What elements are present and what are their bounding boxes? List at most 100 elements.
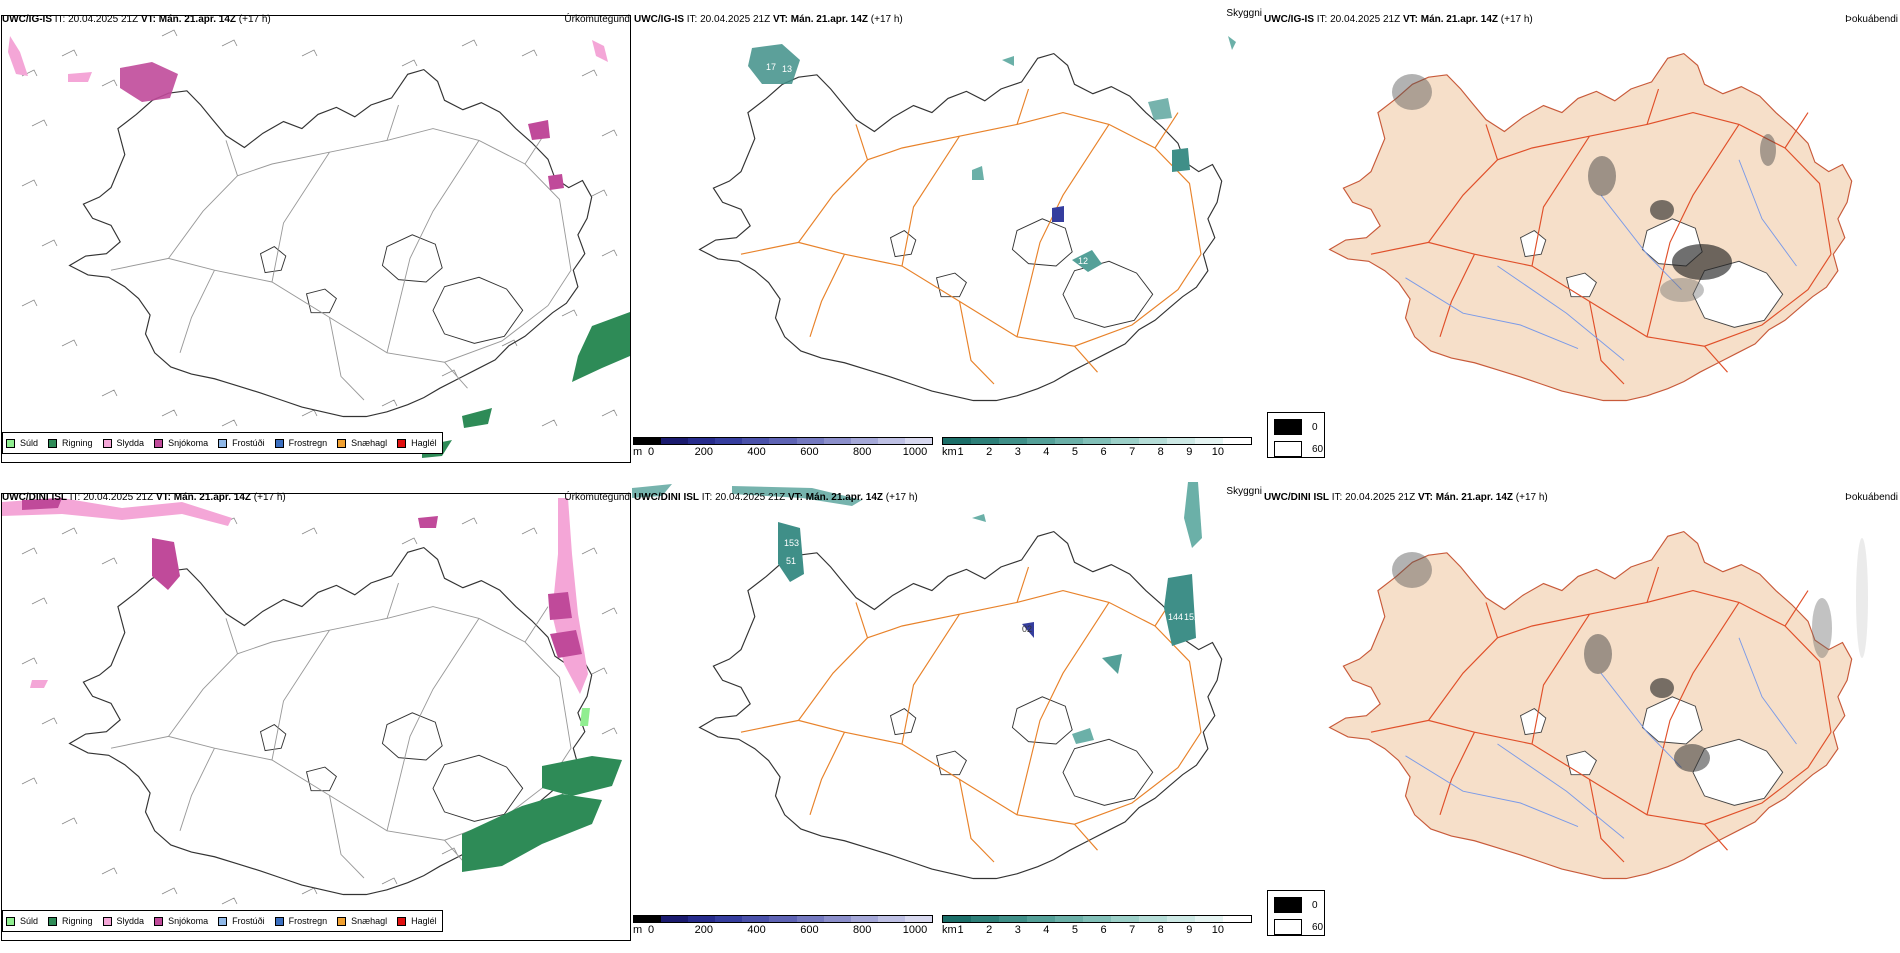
colorbar-swatch [971, 438, 999, 444]
fog-panel: UWC/IG-IS IT: 20.04.2025 21Z VT: Mán. 21… [1262, 0, 1900, 465]
cover-legend: 0 60 [1267, 412, 1325, 458]
map-frame [1, 493, 631, 941]
row-dini-isl: UWC/DINI ISL IT: 20.04.2025 21Z VT: Mán.… [0, 478, 1900, 953]
fog-map [1329, 53, 1853, 402]
vis-numbers: 153 51 144 151 02 [784, 538, 1199, 634]
svg-text:17: 17 [766, 62, 776, 72]
colorbar-tick: 1 [957, 446, 964, 458]
colorbar-swatch [904, 438, 933, 444]
low-visibility-areas [748, 36, 1236, 272]
colorbar-swatch [769, 916, 797, 922]
colorbar-swatch [1083, 916, 1111, 922]
colorbar-unit: m [633, 924, 643, 936]
panel-header: UWC/IG-IS IT: 20.04.2025 21Z VT: Mán. 21… [1264, 14, 1533, 25]
precip-legend: Súld Rigning Slydda Snjókoma Frostúði Fr… [2, 432, 443, 454]
legend-item-snjokoma: Snjókoma [154, 916, 208, 926]
svg-text:144: 144 [1168, 612, 1183, 622]
colorbar-swatch [877, 438, 905, 444]
fog-map [1329, 531, 1868, 880]
legend-item-haglel: Haglél [397, 916, 437, 926]
colorbar-swatch [823, 438, 851, 444]
colorbar-tick: 6 [1100, 924, 1107, 936]
colorbar-swatch [634, 916, 662, 922]
colorbar-swatch [1111, 916, 1139, 922]
colorbar-swatch [1167, 438, 1195, 444]
colorbar-tick: 4 [1043, 924, 1050, 936]
colorbar-tick: 600 [800, 446, 819, 458]
colorbar-tick: 2 [986, 924, 993, 936]
colorbar-tick: 2 [986, 446, 993, 458]
svg-text:12: 12 [1078, 256, 1088, 266]
colorbar-tick: 9 [1186, 446, 1193, 458]
panel-header: UWC/DINI ISL IT: 20.04.2025 21Z VT: Mán.… [2, 492, 286, 503]
panel-title: Úrkomutegund [564, 492, 630, 503]
colorbar-tick: 200 [694, 446, 713, 458]
colorbar-swatch [904, 916, 933, 922]
colorbar-tick: 1 [957, 924, 964, 936]
colorbar-tick: 4 [1043, 446, 1050, 458]
panel-title: Þokuábendi [1845, 14, 1898, 25]
precip-type-map [2, 498, 622, 905]
colorbar-swatch [943, 916, 971, 922]
colorbar-tick: 7 [1129, 446, 1136, 458]
colorbar-swatch [688, 916, 716, 922]
panel-header: UWC/IG-IS IT: 20.04.2025 21Z VT: Mán. 21… [2, 14, 271, 25]
colorbar-tick: 400 [747, 924, 766, 936]
colorbar-tick: 5 [1071, 924, 1079, 936]
colorbar-swatch [1083, 438, 1111, 444]
precip-areas [8, 36, 630, 458]
colorbar-tick: 1000 [902, 446, 928, 458]
colorbar-swatch [1055, 438, 1083, 444]
colorbar-swatch [1139, 438, 1167, 444]
cover-legend: 0 60 [1267, 890, 1325, 936]
legend-item-slydda: Slydda [102, 438, 144, 448]
colorbar-tick: 5 [1071, 446, 1079, 458]
colorbar-swatch [877, 916, 905, 922]
colorbar-swatch [1139, 916, 1167, 922]
legend-item-rigning: Rigning [48, 438, 93, 448]
visibility-map: 17 13 12 [699, 36, 1236, 402]
visibility-panel: 153 51 144 151 02 UWC/DINI ISL IT: 20.04… [632, 478, 1262, 943]
colorbar-swatch [715, 916, 743, 922]
colorbar-tick: 7 [1129, 924, 1136, 936]
colorbar-tick: 0 [647, 446, 655, 458]
precip-type-panel: UWC/DINI ISL IT: 20.04.2025 21Z VT: Mán.… [0, 478, 632, 943]
legend-item-frostregn: Frostregn [274, 438, 327, 448]
colorbar-swatch [1055, 916, 1083, 922]
colorbar-swatch [661, 438, 689, 444]
colorbar-swatch [943, 438, 971, 444]
colorbar-unit: km [942, 446, 957, 458]
height-colorbar: m 0 200 400 600 800 1000 [633, 915, 933, 941]
svg-text:02: 02 [1022, 624, 1032, 634]
legend-item-frostudi: Frostúði [218, 916, 265, 926]
legend-item-snjokoma: Snjókoma [154, 438, 208, 448]
visibility-map: 153 51 144 151 02 [632, 482, 1223, 880]
visibility-panel: 17 13 12 UWC/IG-IS IT: 20.04.2025 21Z VT… [632, 0, 1262, 465]
colorbar-tick: 1000 [902, 924, 928, 936]
colorbar-swatch [1111, 438, 1139, 444]
precip-legend: Súld Rigning Slydda Snjókoma Frostúði Fr… [2, 910, 443, 932]
colorbar-swatch [850, 438, 878, 444]
visibility-colorbar: km 1 2 3 4 5 6 7 8 9 10 [942, 437, 1252, 463]
fog-shading [1392, 74, 1776, 302]
colorbar-tick: 3 [1014, 446, 1021, 458]
colorbar-swatch [1195, 916, 1223, 922]
colorbar-swatch [999, 438, 1027, 444]
colorbar-swatch [742, 916, 770, 922]
low-visibility-areas [632, 482, 1202, 744]
colorbar-tick: 9 [1186, 924, 1193, 936]
svg-text:153: 153 [784, 538, 799, 548]
fog-panel: UWC/DINI ISL IT: 20.04.2025 21Z VT: Mán.… [1262, 478, 1900, 943]
colorbar-swatch [796, 438, 824, 444]
colorbar-swatch [796, 916, 824, 922]
colorbar-swatch [661, 916, 689, 922]
panel-title: Úrkomutegund [564, 14, 630, 25]
colorbar-tick: 10 [1211, 446, 1225, 458]
colorbar-unit: km [942, 924, 957, 936]
legend-item-snaehagl: Snæhagl [337, 438, 387, 448]
colorbar-tick: 400 [747, 446, 766, 458]
panel-header: UWC/DINI ISL IT: 20.04.2025 21Z VT: Mán.… [1264, 492, 1548, 503]
colorbar-swatch [634, 438, 662, 444]
legend-item-rigning: Rigning [48, 916, 93, 926]
legend-item-slydda: Slydda [102, 916, 144, 926]
